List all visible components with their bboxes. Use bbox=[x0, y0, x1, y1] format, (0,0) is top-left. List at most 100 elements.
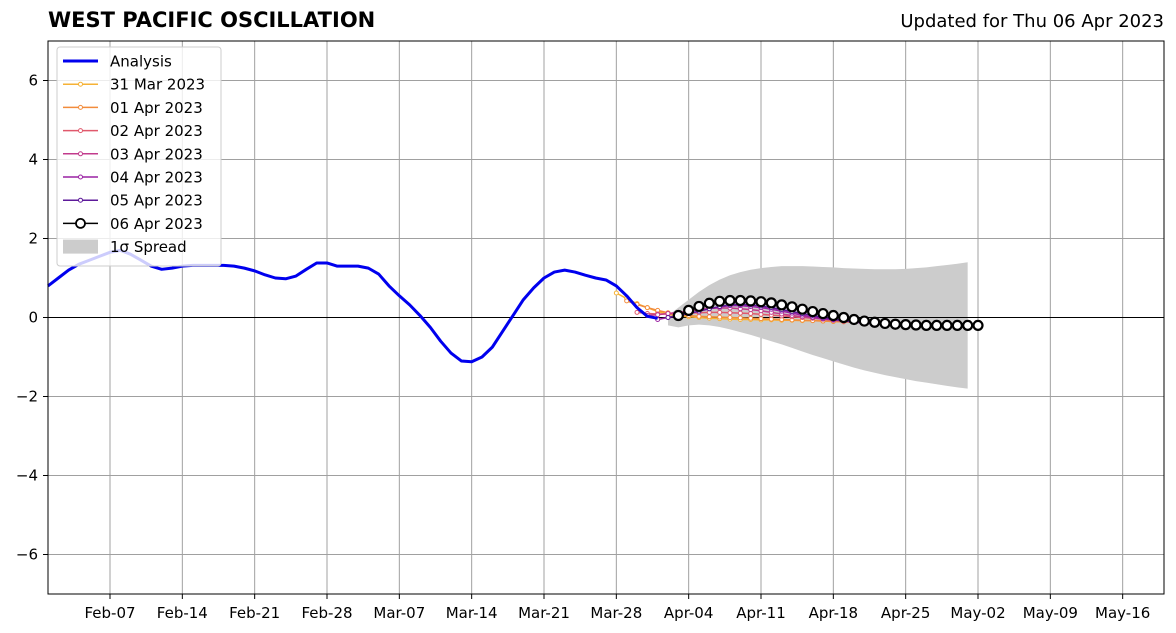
current-forecast-point bbox=[786, 301, 798, 313]
updated-date: Updated for Thu 06 Apr 2023 bbox=[900, 11, 1164, 32]
legend-entry: 03 Apr 2023 bbox=[63, 145, 203, 163]
current-forecast-point bbox=[900, 319, 912, 331]
x-tick-label: Feb-28 bbox=[301, 604, 352, 622]
current-forecast-point bbox=[724, 294, 736, 307]
legend-label: 06 Apr 2023 bbox=[110, 215, 203, 233]
legend: Analysis 31 Mar 2023 01 Apr 2023 02 Apr 202… bbox=[56, 46, 222, 267]
legend-entry: 01 Apr 2023 bbox=[63, 99, 203, 117]
current-forecast-point bbox=[714, 295, 726, 307]
current-forecast-point bbox=[869, 316, 881, 328]
page-title: WEST PACIFIC OSCILLATION bbox=[48, 8, 376, 32]
legend-marker bbox=[78, 174, 83, 180]
current-forecast-layer bbox=[672, 294, 984, 331]
current-forecast-point bbox=[776, 299, 788, 311]
current-forecast-point bbox=[693, 300, 705, 313]
x-tick-label: Mar-14 bbox=[446, 604, 498, 622]
x-tick-label: May-02 bbox=[950, 604, 1005, 622]
forecast-point bbox=[768, 316, 774, 322]
forecast-point bbox=[717, 309, 723, 315]
x-tick-label: Mar-21 bbox=[518, 604, 570, 622]
current-forecast-point bbox=[807, 305, 819, 318]
current-forecast-point bbox=[941, 319, 953, 331]
x-tick-label: May-16 bbox=[1095, 604, 1150, 622]
legend-entry: 1σ Spread bbox=[63, 238, 187, 256]
x-tick-label: Mar-07 bbox=[373, 604, 425, 622]
forecast-point bbox=[717, 314, 723, 320]
current-forecast-point bbox=[827, 309, 839, 322]
legend-marker bbox=[75, 217, 86, 229]
y-axis: −6 −4 −2 0 2 4 6 bbox=[16, 72, 48, 564]
forecast-point bbox=[644, 305, 650, 311]
legend-entry: 02 Apr 2023 bbox=[63, 122, 203, 140]
forecast-point bbox=[748, 311, 754, 317]
current-forecast-point bbox=[931, 319, 943, 331]
forecast-point bbox=[737, 315, 743, 321]
forecast-point bbox=[634, 309, 640, 315]
current-forecast-point bbox=[858, 315, 870, 327]
legend-label: 03 Apr 2023 bbox=[110, 145, 203, 163]
x-tick-label: Apr-25 bbox=[881, 604, 931, 622]
forecast-point bbox=[706, 314, 712, 320]
legend-entry: Analysis bbox=[63, 53, 172, 71]
forecast-point bbox=[665, 315, 671, 320]
analysis-layer bbox=[47, 248, 658, 364]
spread-band bbox=[668, 262, 968, 389]
current-forecast-point bbox=[765, 297, 777, 309]
legend-entry: 31 Mar 2023 bbox=[63, 76, 205, 94]
forecast-point bbox=[655, 312, 661, 318]
forecast-point bbox=[748, 315, 754, 321]
legend-marker bbox=[78, 81, 83, 87]
x-tick-label: Feb-21 bbox=[229, 604, 280, 622]
current-forecast-point bbox=[962, 319, 974, 331]
legend-label: 31 Mar 2023 bbox=[110, 76, 205, 94]
y-tick-label: −4 bbox=[16, 467, 38, 485]
x-tick-label: Apr-04 bbox=[664, 604, 714, 622]
forecast-point bbox=[758, 316, 764, 322]
current-forecast-point bbox=[817, 307, 829, 320]
analysis-line bbox=[47, 248, 658, 364]
x-tick-label: Mar-28 bbox=[590, 604, 642, 622]
legend-label: 01 Apr 2023 bbox=[110, 99, 203, 117]
current-forecast-point bbox=[683, 304, 695, 316]
forecast-point bbox=[624, 298, 630, 304]
x-tick-label: May-09 bbox=[1023, 604, 1078, 622]
legend-marker bbox=[78, 197, 83, 203]
forecast-point bbox=[737, 310, 743, 316]
current-forecast-point bbox=[848, 313, 860, 326]
forecast-point bbox=[613, 290, 619, 296]
y-tick-label: 4 bbox=[28, 151, 38, 169]
current-forecast-point bbox=[951, 319, 963, 331]
current-forecast-point bbox=[703, 297, 715, 309]
current-forecast-point bbox=[672, 309, 684, 322]
current-forecast-point bbox=[755, 296, 767, 308]
current-forecast-point bbox=[838, 311, 850, 324]
legend-label: 02 Apr 2023 bbox=[110, 122, 203, 140]
x-tick-label: Apr-18 bbox=[809, 604, 859, 622]
forecast-point bbox=[727, 315, 733, 320]
y-tick-label: −2 bbox=[16, 388, 38, 406]
legend-swatch bbox=[63, 239, 98, 254]
x-tick-label: Feb-07 bbox=[84, 604, 135, 622]
current-forecast-point bbox=[910, 319, 922, 331]
legend-marker bbox=[78, 151, 83, 157]
x-tick-label: Apr-11 bbox=[736, 604, 786, 622]
current-forecast-point bbox=[796, 303, 808, 315]
x-tick-label: Feb-14 bbox=[157, 604, 208, 622]
current-forecast-point bbox=[920, 319, 932, 331]
current-forecast-point bbox=[889, 318, 901, 330]
current-forecast-point bbox=[745, 295, 757, 307]
y-tick-label: 0 bbox=[28, 309, 38, 327]
legend-label: 1σ Spread bbox=[110, 238, 187, 256]
forecast-point bbox=[665, 311, 671, 317]
y-tick-label: 2 bbox=[28, 230, 38, 248]
y-tick-label: 6 bbox=[28, 72, 38, 90]
current-forecast-point bbox=[972, 319, 984, 331]
current-forecast-point bbox=[879, 317, 891, 330]
legend-entry: 05 Apr 2023 bbox=[63, 192, 203, 210]
legend-entry: 04 Apr 2023 bbox=[63, 169, 203, 187]
legend-entry: 06 Apr 2023 bbox=[63, 215, 203, 233]
current-forecast-point bbox=[734, 294, 746, 307]
y-tick-label: −6 bbox=[16, 546, 38, 564]
legend-marker bbox=[78, 128, 83, 134]
